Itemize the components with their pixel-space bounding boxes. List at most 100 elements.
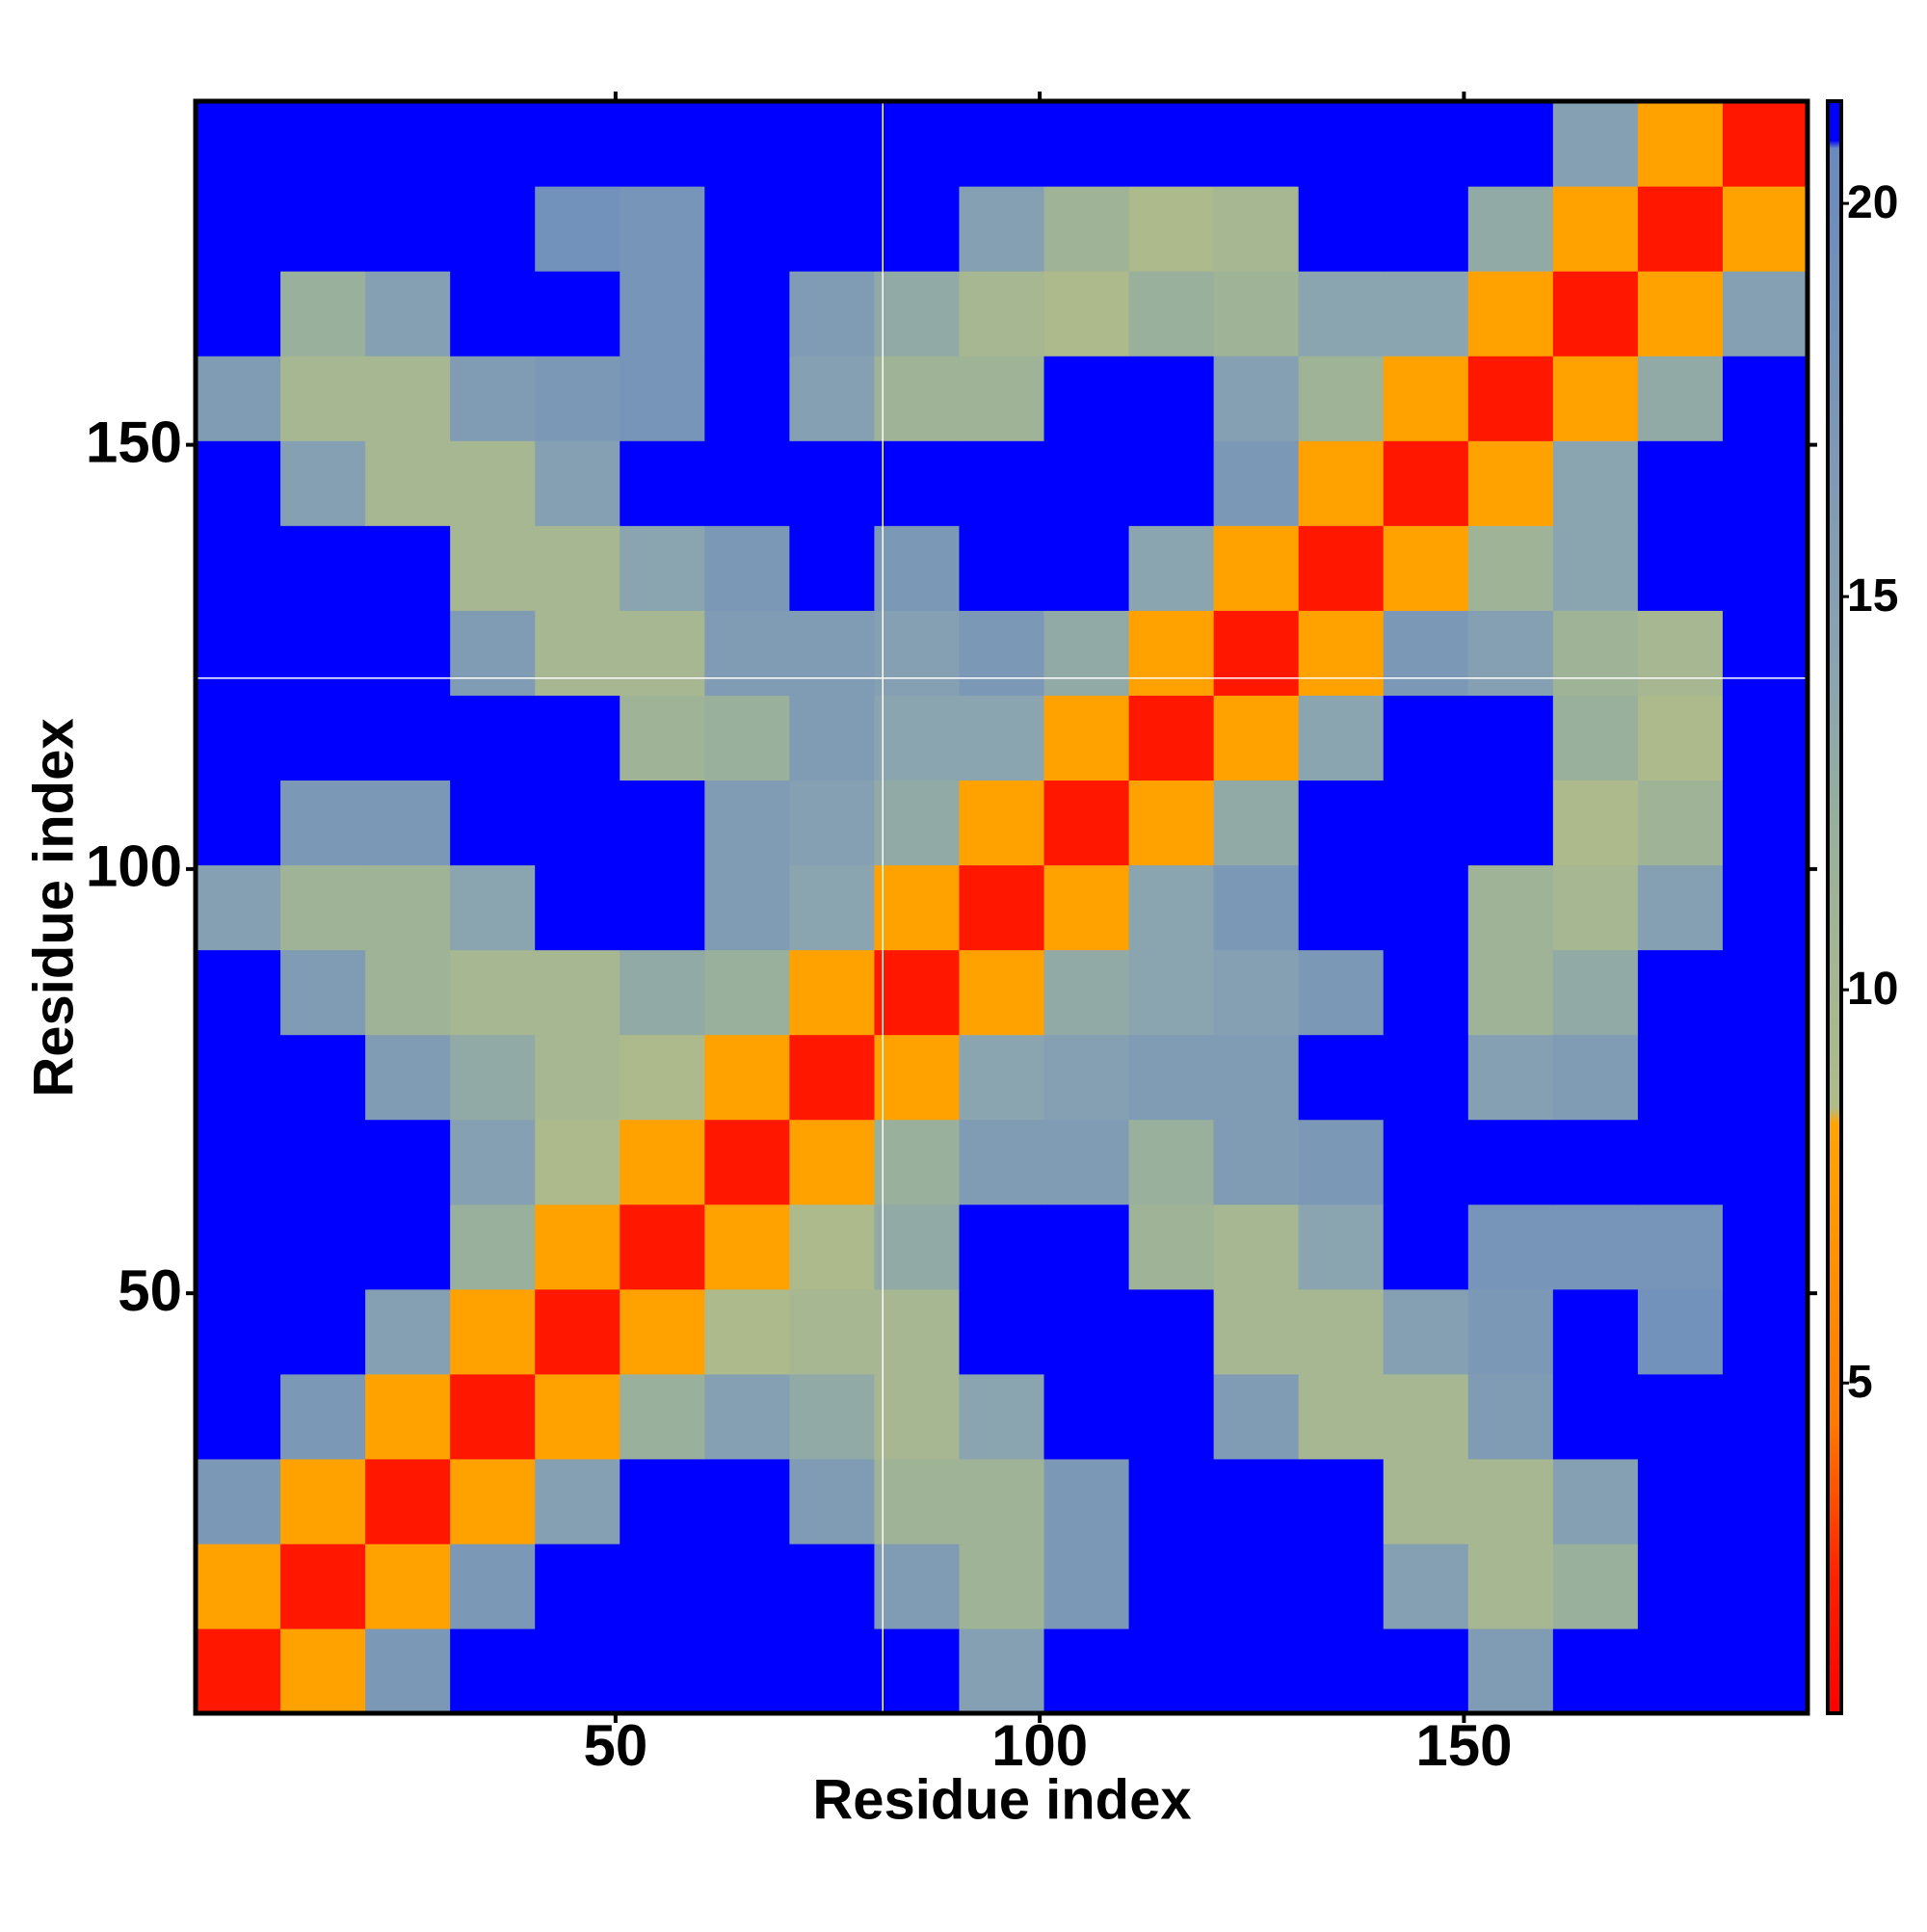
heatmap-cell <box>1043 1543 1130 1629</box>
heatmap-cell <box>874 525 961 611</box>
heatmap-cell <box>1552 186 1639 272</box>
heatmap-cell <box>196 780 281 866</box>
heatmap-cell <box>1298 1204 1385 1290</box>
heatmap-cell <box>365 864 451 951</box>
heatmap-cell <box>620 356 705 441</box>
heatmap-cell <box>365 695 451 781</box>
heatmap-cell <box>789 1204 876 1290</box>
heatmap-cell <box>450 864 536 951</box>
heatmap-cell <box>789 1119 876 1205</box>
heatmap-cell <box>280 1373 366 1460</box>
heatmap-cell <box>196 695 281 781</box>
heatmap-cell <box>789 440 876 526</box>
heatmap-cell <box>1298 356 1385 441</box>
heatmap-cell <box>535 780 620 866</box>
y-tick-label: 150 <box>86 410 182 474</box>
heatmap-cell <box>789 780 876 866</box>
heatmap-cell <box>535 1288 620 1375</box>
heatmap-cell <box>1128 356 1215 441</box>
heatmap-cell <box>1043 610 1130 696</box>
heatmap-cell <box>1383 1628 1469 1714</box>
heatmap-cell <box>1213 949 1300 1036</box>
heatmap-cell <box>959 1543 1045 1629</box>
heatmap-cell <box>1722 1458 1808 1545</box>
heatmap-cell <box>620 1458 705 1545</box>
heatmap-cell <box>1128 101 1215 187</box>
heatmap-cell <box>1383 356 1469 441</box>
heatmap-cell <box>789 271 876 357</box>
heatmap-cell <box>1213 1373 1300 1460</box>
heatmap-cell <box>365 1034 451 1121</box>
heatmap-cell <box>535 271 620 357</box>
heatmap-cell <box>280 440 366 526</box>
heatmap-cell <box>280 101 366 187</box>
heatmap-cell <box>280 695 366 781</box>
heatmap-cell <box>704 186 790 272</box>
heatmap-cell <box>874 695 961 781</box>
heatmap-cell <box>450 1204 536 1290</box>
heatmap-cell <box>1213 1119 1300 1205</box>
overlay: 50 100 150 50 100 150 5 10 15 20 <box>86 92 1898 1778</box>
heatmap-cell <box>280 525 366 611</box>
heatmap-cell <box>365 525 451 611</box>
heatmap-cell <box>280 864 366 951</box>
heatmap-cell <box>450 1034 536 1121</box>
heatmap-cell <box>704 780 790 866</box>
heatmap-cell <box>874 1034 961 1121</box>
heatmap-cell <box>620 1373 705 1460</box>
colorbar <box>1826 99 1843 1715</box>
heatmap-cell <box>959 271 1045 357</box>
heatmap-cell <box>874 1288 961 1375</box>
heatmap-cell <box>1637 1458 1724 1545</box>
heatmap-cell <box>959 949 1045 1036</box>
heatmap-cell <box>1552 271 1639 357</box>
heatmap-cell <box>1128 864 1215 951</box>
heatmap-cell <box>365 780 451 866</box>
heatmap-cell <box>704 1628 790 1714</box>
heatmap-cell <box>1043 271 1130 357</box>
heatmap-cell <box>704 1288 790 1375</box>
heatmap-cell <box>1043 525 1130 611</box>
y-tick-label: 100 <box>86 834 182 899</box>
heatmap-cell <box>1043 949 1130 1036</box>
heatmap-cell <box>196 864 281 951</box>
heatmap-cell <box>1722 1119 1808 1205</box>
heatmap-cell <box>1213 525 1300 611</box>
heatmap-cell <box>1298 695 1385 781</box>
heatmap-cell <box>196 271 281 357</box>
heatmap-cell <box>789 610 876 696</box>
heatmap-cell <box>1467 525 1554 611</box>
heatmap-cell <box>1637 356 1724 441</box>
x-tick-label: 100 <box>991 1713 1088 1778</box>
x-tick-label: 150 <box>1415 1713 1512 1778</box>
heatmap-cell <box>1637 864 1724 951</box>
heatmap-cell <box>1637 1628 1724 1714</box>
heatmap-cell <box>196 356 281 441</box>
heatmap-cell <box>1637 949 1724 1036</box>
heatmap-cell <box>1128 610 1215 696</box>
heatmap-cell <box>1383 101 1469 187</box>
heatmap-cell <box>450 525 536 611</box>
heatmap-cell <box>535 1458 620 1545</box>
heatmap-cell <box>535 1119 620 1205</box>
heatmap-cell <box>535 525 620 611</box>
heatmap-cell <box>1383 440 1469 526</box>
heatmap-cell <box>196 440 281 526</box>
heatmap-cell <box>1383 1034 1469 1121</box>
heatmap-cell <box>1128 1543 1215 1629</box>
heatmap-cell <box>620 1204 705 1290</box>
heatmap-cell <box>1298 1288 1385 1375</box>
heatmap-cell <box>1128 1204 1215 1290</box>
heatmap-cell <box>704 101 790 187</box>
heatmap-cell <box>959 186 1045 272</box>
colorbar-tick-label: 20 <box>1847 177 1898 228</box>
heatmap-cell <box>1128 1458 1215 1545</box>
heatmap-cell <box>196 186 281 272</box>
heatmap-cell <box>196 525 281 611</box>
heatmap-cell <box>704 1034 790 1121</box>
heatmap-cell <box>365 949 451 1036</box>
heatmap-cell <box>1213 1034 1300 1121</box>
heatmap-cell <box>620 271 705 357</box>
heatmap-cell <box>1213 1288 1300 1375</box>
